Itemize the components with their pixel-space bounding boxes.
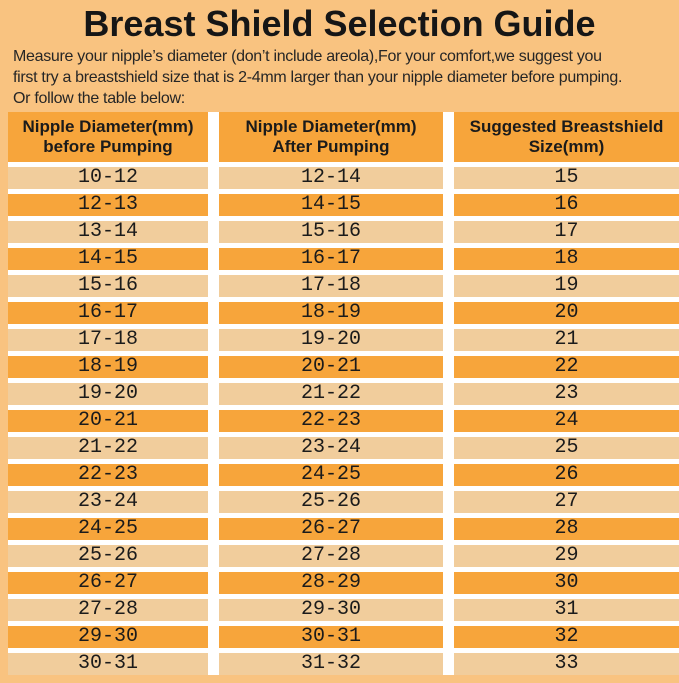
table-cell: 17-18 xyxy=(8,328,208,351)
table-cell: 25-26 xyxy=(8,544,208,567)
table-cell: 15 xyxy=(454,166,679,189)
table-cell: 31 xyxy=(454,598,679,621)
table-cell: 16 xyxy=(454,193,679,216)
table-cell: 22-23 xyxy=(8,463,208,486)
table-cell: 19-20 xyxy=(8,382,208,405)
table-cell: 20 xyxy=(454,301,679,324)
table-cell: 12-13 xyxy=(8,193,208,216)
table-cell: 27 xyxy=(454,490,679,513)
selection-table: Nipple Diameter(mm) before Pumping Nipple… xyxy=(8,111,679,675)
table-cell: 32 xyxy=(454,625,679,648)
table-cell: 12-14 xyxy=(219,166,443,189)
table-cell: 26-27 xyxy=(8,571,208,594)
table-cell: 31-32 xyxy=(219,652,443,675)
table-cell: 20-21 xyxy=(8,409,208,432)
table-cell: 33 xyxy=(454,652,679,675)
table-cell: 13-14 xyxy=(8,220,208,243)
table-cell: 15-16 xyxy=(8,274,208,297)
table-cell: 25-26 xyxy=(219,490,443,513)
table-cell: 16-17 xyxy=(8,301,208,324)
table-cell: 19 xyxy=(454,274,679,297)
table-cell: 14-15 xyxy=(219,193,443,216)
table-cell: 24-25 xyxy=(219,463,443,486)
intro-text: Measure your nipple’s diameter (don’t in… xyxy=(13,47,623,107)
table-cell: 30 xyxy=(454,571,679,594)
table-cell: 21-22 xyxy=(8,436,208,459)
table-cell: 22 xyxy=(454,355,679,378)
table-cell: 23-24 xyxy=(8,490,208,513)
table-cell: 24-25 xyxy=(8,517,208,540)
header-cell: Nipple Diameter(mm) After Pumping xyxy=(219,111,443,162)
table-cell: 18-19 xyxy=(219,301,443,324)
table-cell: 29-30 xyxy=(8,625,208,648)
table-cell: 17-18 xyxy=(219,274,443,297)
table-cell: 29-30 xyxy=(219,598,443,621)
table-cell: 10-12 xyxy=(8,166,208,189)
table-cell: 21-22 xyxy=(219,382,443,405)
table-cell: 26 xyxy=(454,463,679,486)
table-cell: 28-29 xyxy=(219,571,443,594)
table-cell: 16-17 xyxy=(219,247,443,270)
table-cell: 18-19 xyxy=(8,355,208,378)
table-cell: 14-15 xyxy=(8,247,208,270)
table-cell: 29 xyxy=(454,544,679,567)
table-cell: 30-31 xyxy=(219,625,443,648)
table-cell: 17 xyxy=(454,220,679,243)
table-cell: 20-21 xyxy=(219,355,443,378)
page: Breast Shield Selection Guide Measure yo… xyxy=(0,4,679,683)
table-cell: 15-16 xyxy=(219,220,443,243)
table-cell: 21 xyxy=(454,328,679,351)
table-cell: 24 xyxy=(454,409,679,432)
table-cell: 27-28 xyxy=(219,544,443,567)
table-cell: 22-23 xyxy=(219,409,443,432)
table-cell: 18 xyxy=(454,247,679,270)
table-cell: 25 xyxy=(454,436,679,459)
table-cell: 23-24 xyxy=(219,436,443,459)
header-cell: Nipple Diameter(mm) before Pumping xyxy=(8,111,208,162)
table-cell: 28 xyxy=(454,517,679,540)
header-cell: Suggested Breastshield Size(mm) xyxy=(454,111,679,162)
table-cell: 26-27 xyxy=(219,517,443,540)
table-cell: 27-28 xyxy=(8,598,208,621)
table-cell: 19-20 xyxy=(219,328,443,351)
table-cell: 30-31 xyxy=(8,652,208,675)
table-cell: 23 xyxy=(454,382,679,405)
page-title: Breast Shield Selection Guide xyxy=(83,3,596,44)
